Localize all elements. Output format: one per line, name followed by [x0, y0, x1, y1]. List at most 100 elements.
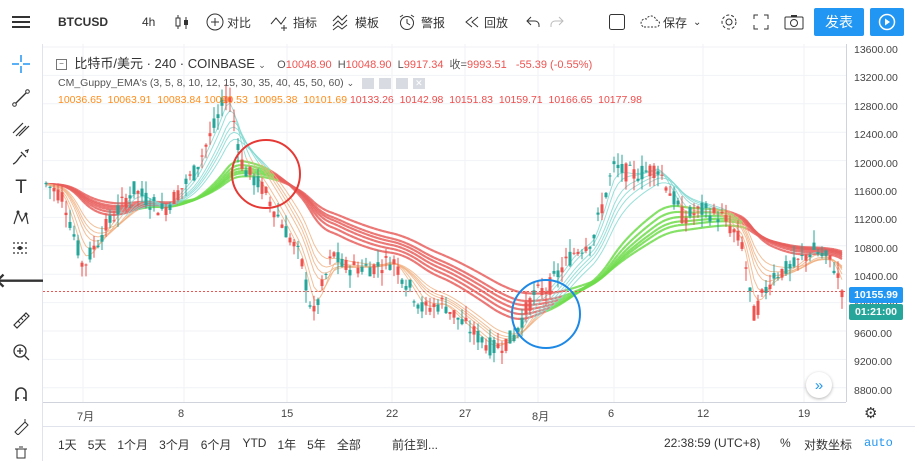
slow-ema-line — [382, 251, 386, 252]
trash-icon[interactable] — [6, 440, 36, 464]
ruler-icon[interactable] — [6, 308, 36, 332]
log-scale-toggle[interactable]: 对数坐标 — [804, 436, 852, 453]
brush-icon[interactable] — [6, 146, 36, 170]
fast-ema-line — [270, 195, 274, 202]
settings-button[interactable] — [720, 10, 738, 34]
candle-body — [625, 163, 628, 181]
goto-date-button[interactable]: 前往到... — [392, 436, 438, 453]
chevron-down-icon[interactable]: ⌄ — [347, 78, 355, 88]
slow-ema-line — [674, 222, 678, 223]
slow-ema-line — [418, 260, 422, 263]
fast-ema-line — [210, 136, 214, 145]
percent-toggle[interactable]: % — [780, 436, 791, 450]
snapshot-button[interactable] — [784, 10, 804, 34]
fast-ema-line — [646, 178, 650, 180]
candle-body — [725, 215, 728, 221]
settings-icon[interactable] — [379, 78, 391, 89]
slow-ema-line — [362, 233, 366, 234]
save-button[interactable]: 保存 ⌄ — [639, 10, 701, 34]
redo-button[interactable] — [549, 10, 565, 34]
axis-settings-icon[interactable]: ⚙ — [864, 404, 877, 422]
range-button[interactable]: 1天 — [58, 436, 77, 453]
fast-ema-line — [154, 203, 158, 204]
chart-type-button[interactable] — [174, 10, 190, 34]
alarm-icon — [398, 13, 418, 31]
fib-icon[interactable] — [6, 116, 36, 140]
layout-button[interactable] — [608, 10, 626, 34]
candle-body — [589, 247, 592, 249]
slow-ema-line — [666, 213, 670, 214]
interval-button[interactable]: 4h — [142, 10, 155, 34]
undo-button[interactable] — [525, 10, 541, 34]
close-value: 9993.51 — [467, 59, 507, 71]
alert-button[interactable]: 警报 — [398, 10, 445, 34]
templates-button[interactable]: 模板 — [332, 10, 379, 34]
symbol-search-button[interactable]: BTCUSD — [58, 10, 108, 34]
menu-icon[interactable] — [6, 10, 36, 34]
fast-ema-line — [418, 284, 422, 289]
slow-ema-line — [330, 226, 334, 228]
candle-body — [137, 191, 140, 194]
slow-ema-line — [94, 199, 98, 200]
measure-icon[interactable] — [6, 236, 36, 260]
range-button[interactable]: 5年 — [307, 436, 326, 453]
slow-ema-line — [370, 227, 374, 228]
slow-ema-line — [418, 252, 422, 254]
play-button[interactable] — [870, 8, 904, 36]
slow-ema-line — [634, 250, 638, 253]
chevron-down-icon[interactable]: ⌄ — [258, 60, 266, 70]
double-chevron-right-icon: » — [815, 377, 823, 394]
arrow-left-icon[interactable]: 🡐 — [6, 268, 36, 292]
fast-ema-line — [638, 194, 642, 197]
close-icon[interactable]: ✕ — [413, 78, 425, 89]
zoom-icon[interactable] — [6, 340, 36, 364]
pattern-icon[interactable] — [6, 206, 36, 230]
range-button[interactable]: 全部 — [337, 436, 361, 453]
fast-ema-line — [482, 333, 486, 336]
range-button[interactable]: 1年 — [277, 436, 296, 453]
slow-ema-line — [374, 228, 378, 229]
fullscreen-button[interactable] — [753, 10, 769, 34]
range-button[interactable]: 3个月 — [159, 436, 190, 453]
slow-ema-line — [498, 283, 502, 285]
slow-ema-line — [426, 265, 430, 267]
source-icon[interactable] — [396, 78, 408, 89]
alert-label: 警报 — [421, 14, 445, 31]
slow-ema-line — [470, 279, 474, 281]
slow-ema-line — [386, 237, 390, 238]
lock-icon[interactable] — [6, 414, 36, 438]
fast-ema-line — [326, 271, 330, 273]
fast-ema-line — [582, 262, 586, 266]
candle-body — [161, 203, 164, 208]
auto-scale-toggle[interactable]: auto — [864, 436, 893, 450]
eye-icon[interactable] — [362, 78, 374, 89]
candle-body — [337, 252, 340, 262]
text-icon[interactable]: T — [6, 176, 36, 200]
range-button[interactable]: 1个月 — [117, 436, 148, 453]
fast-ema-line — [586, 268, 590, 272]
time-tick: 6 — [608, 408, 614, 420]
values-red: 10133.26 10142.98 10151.83 10159.71 1016… — [350, 94, 642, 106]
range-button[interactable]: 6个月 — [201, 436, 232, 453]
clock[interactable]: 22:38:59 (UTC+8) — [664, 436, 760, 450]
slow-ema-line — [406, 238, 410, 240]
slow-ema-line — [646, 234, 650, 237]
fast-ema-line — [614, 184, 618, 191]
crosshair-icon[interactable] — [6, 52, 36, 76]
scroll-to-realtime-button[interactable]: » — [806, 372, 832, 398]
magnet-icon[interactable] — [6, 382, 36, 406]
candle-body — [189, 174, 192, 175]
slow-ema-line — [442, 269, 446, 271]
range-button[interactable]: 5天 — [88, 436, 107, 453]
publish-button[interactable]: 发表 — [814, 8, 864, 36]
compare-button[interactable]: 对比 — [206, 10, 251, 34]
collapse-icon[interactable]: − — [56, 59, 67, 70]
candle-body — [105, 219, 108, 231]
candle-body — [353, 261, 356, 265]
indicators-button[interactable]: 指标 — [270, 10, 317, 34]
trendline-icon[interactable] — [6, 86, 36, 110]
replay-button[interactable]: 回放 — [463, 10, 508, 34]
range-button[interactable]: YTD — [242, 436, 266, 453]
